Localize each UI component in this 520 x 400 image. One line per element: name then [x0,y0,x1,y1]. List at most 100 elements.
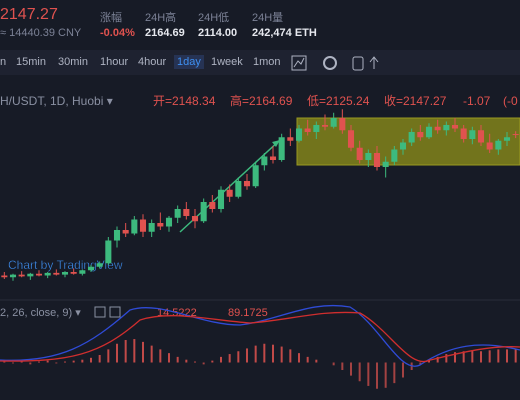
candle-body [417,132,424,138]
candle-body [503,137,511,141]
histogram-bar [107,349,110,363]
candle-body [209,202,216,209]
candle-body [131,219,138,234]
candle-body [278,137,285,160]
candle-body [191,216,199,222]
watermark: Chart by TradingView [8,258,123,272]
histogram-bar [514,348,517,363]
candle-body [113,230,121,241]
ohlc-close: 收=2147.27 [384,94,447,108]
cny-price: ≈ 14440.39 CNY [0,27,82,39]
interval-button[interactable]: 1mon [253,56,281,68]
interval-button[interactable]: n [0,56,7,68]
candle-body [304,128,311,132]
candle-body [18,274,25,277]
ohlc-high: 高=2164.69 [230,93,293,108]
candle-body [61,272,69,275]
candle-body [365,153,372,160]
histogram-bar [497,349,500,363]
histogram-bar [341,362,344,370]
histogram-bar [350,362,352,376]
histogram-bar [202,362,205,365]
histogram-bar [384,362,387,388]
save-icon[interactable] [352,56,364,71]
candle-body [165,217,173,227]
stat-value: -0.04% [100,27,135,39]
candle-body [512,134,519,136]
candle-body [183,209,190,216]
ohlc-open: 开=2148.34 [153,94,216,108]
close-icon[interactable] [109,306,121,318]
histogram-bar [46,360,49,363]
candle-body [486,142,493,150]
histogram-bar [488,350,491,363]
histogram-bar [211,360,214,363]
histogram-bar [185,359,188,363]
candle-body [35,273,43,276]
histogram-bar [220,356,222,363]
histogram-bar [72,360,75,363]
histogram-bar [358,362,361,382]
interval-button[interactable]: 30min [58,56,88,68]
candle-body [1,275,8,278]
ohlc-low: 低=2125.24 [307,94,370,108]
settings-icon[interactable] [323,56,337,70]
histogram-bar [254,345,257,363]
candle-body [70,272,77,274]
interval-button[interactable]: 1week [211,56,243,68]
candle-body [434,126,441,131]
candle-body [408,132,415,143]
candle-body [321,125,329,127]
histogram-bar [3,361,6,363]
candle-body [425,126,433,138]
candle-body [148,223,155,232]
candle-body [477,130,485,143]
hide-icon[interactable] [94,306,106,318]
histogram-bar [462,351,465,363]
histogram-bar [133,339,136,363]
stat-value: 2164.69 [145,27,185,39]
histogram-bar [306,356,309,363]
stat-label: 24H高 [145,12,177,24]
candles [1,109,519,281]
histogram-bar [402,362,404,378]
histogram-bar [55,362,58,364]
candle-body [53,272,60,275]
candle-body [460,128,467,139]
histogram-bar [29,362,32,365]
tool-icons [291,55,379,71]
candle-body [252,165,259,187]
candle-body [443,125,450,131]
interval-button[interactable]: 15min [16,56,46,68]
histogram-bar [12,362,14,364]
interval-button[interactable]: 1day [174,55,204,69]
fullscreen-icon[interactable] [369,56,379,69]
histogram-bar [38,361,40,363]
candle-body [356,147,363,160]
interval-button[interactable]: 1hour [100,56,129,68]
highlight-box [296,117,520,166]
macd-histogram [3,339,517,389]
stat-label: 涨幅 [100,12,122,24]
candle-body [495,140,502,150]
histogram-bar [480,351,482,363]
histogram-bar [98,355,101,363]
histogram-bar [263,343,266,363]
histogram-bar [376,362,378,389]
candle-body [105,240,112,264]
histogram-bar [237,351,240,363]
candle-body [399,142,407,150]
interval-button[interactable]: 4hour [138,56,167,68]
histogram-bar [228,354,231,363]
candle-body [217,189,225,209]
candle-body [27,273,34,277]
histogram-bar [142,341,144,363]
histogram-bar [272,344,274,363]
candle-body [243,181,251,187]
toolbar: n 15min 30min 1hour 4hour 1day 1week 1mo… [0,50,520,75]
signal-line [0,311,520,363]
histogram-bar [246,348,248,363]
macd-value: 89.1725 [228,307,268,319]
indicator-icon[interactable] [291,55,307,71]
